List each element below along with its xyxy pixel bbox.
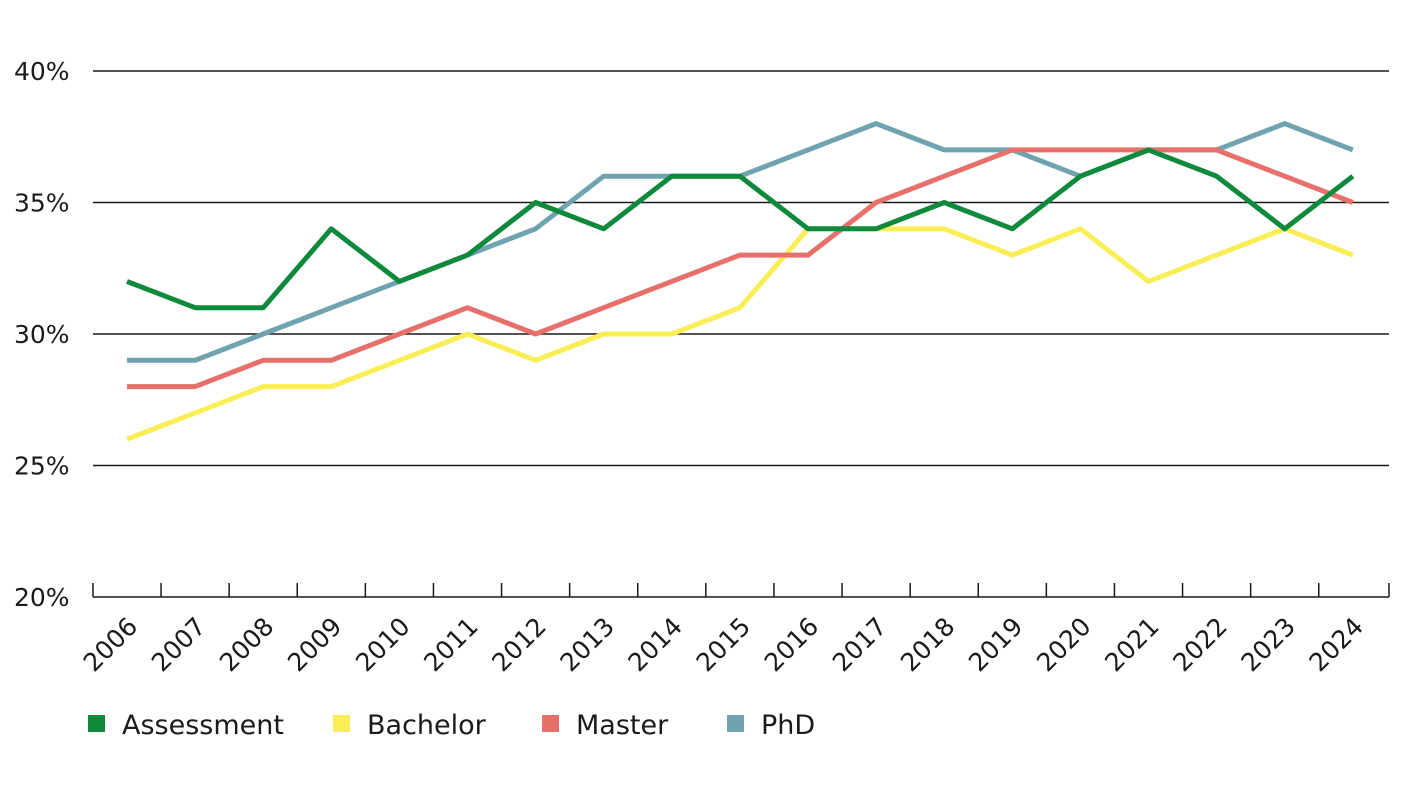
y-axis-ticks: 20% 25% 30% 35% 40% bbox=[14, 57, 70, 612]
x-tick-label: 2021 bbox=[1099, 612, 1164, 677]
x-tick-label: 2016 bbox=[759, 612, 824, 677]
legend-label-master: Master bbox=[576, 710, 669, 741]
x-tick-label: 2007 bbox=[146, 612, 211, 677]
y-tick-label: 20% bbox=[14, 583, 70, 612]
x-tick-label: 2023 bbox=[1235, 612, 1300, 677]
x-tick-label: 2013 bbox=[554, 612, 619, 677]
series-lines bbox=[126, 121, 1355, 442]
x-tick-label: 2011 bbox=[418, 612, 483, 677]
x-tick-label: 2012 bbox=[486, 612, 551, 677]
x-tick-label: 2017 bbox=[827, 612, 892, 677]
x-tick-label: 2015 bbox=[691, 612, 756, 677]
y-tick-label: 30% bbox=[14, 320, 70, 349]
series-line-bachelor bbox=[126, 226, 1354, 442]
legend-swatch-assessment bbox=[88, 715, 105, 732]
y-tick-label: 25% bbox=[14, 452, 70, 481]
y-tick-label: 40% bbox=[14, 57, 70, 86]
grid-lines bbox=[93, 70, 1389, 467]
series-line-assessment bbox=[126, 147, 1355, 311]
x-tick-label: 2008 bbox=[214, 612, 279, 677]
legend: Assessment Bachelor Master PhD bbox=[88, 710, 815, 741]
legend-swatch-bachelor bbox=[333, 715, 350, 732]
x-tick-label: 2019 bbox=[963, 612, 1028, 677]
x-tick-label: 2024 bbox=[1304, 612, 1369, 677]
x-tick-label: 2022 bbox=[1167, 612, 1232, 677]
legend-label-phd: PhD bbox=[761, 710, 815, 741]
legend-swatch-master bbox=[542, 715, 559, 732]
x-tick-label: 2006 bbox=[78, 612, 143, 677]
x-tick-label: 2009 bbox=[282, 612, 347, 677]
y-tick-label: 35% bbox=[14, 189, 70, 218]
series-line-master bbox=[127, 147, 1354, 390]
x-axis: 2006 2007 2008 2009 2010 2011 2012 2013 2014 2015… bbox=[78, 583, 1390, 677]
x-tick-label: 2014 bbox=[623, 612, 688, 677]
legend-label-bachelor: Bachelor bbox=[367, 710, 487, 741]
x-tick-label: 2010 bbox=[350, 612, 415, 677]
legend-label-assessment: Assessment bbox=[122, 710, 284, 741]
x-tick-label: 2018 bbox=[895, 612, 960, 677]
legend-swatch-phd bbox=[727, 715, 744, 732]
x-tick-label: 2020 bbox=[1031, 612, 1096, 677]
